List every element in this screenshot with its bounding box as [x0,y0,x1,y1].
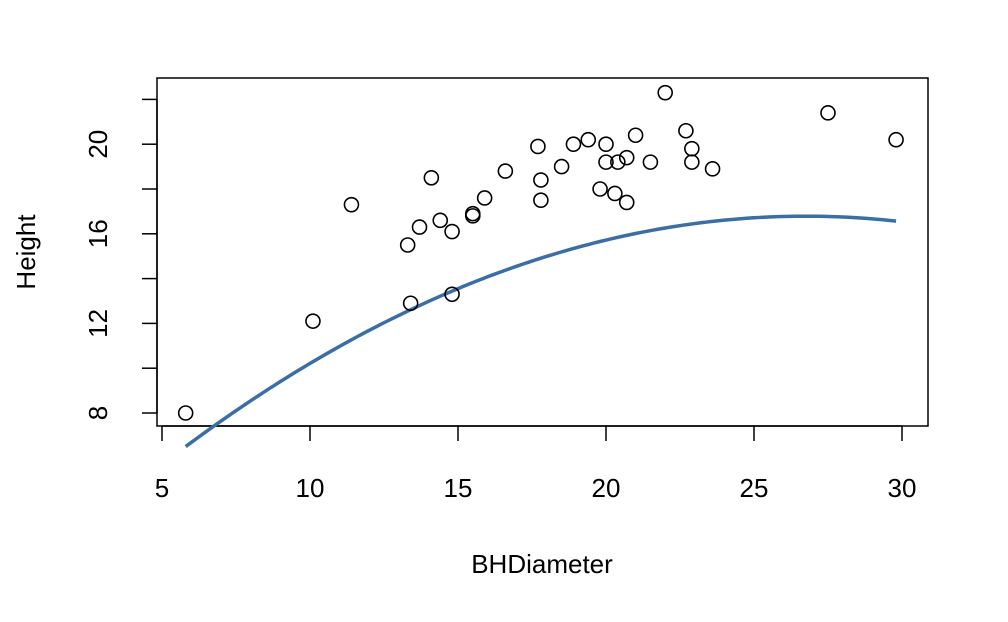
data-point [444,286,460,303]
data-point [610,154,626,170]
data-point [402,295,419,312]
data-point [580,131,597,148]
x-axis: 5 10 15 20 25 30 [155,425,917,503]
data-point [618,194,635,211]
x-tick-label: 10 [296,473,325,503]
data-point [704,161,721,177]
data-point [497,163,514,179]
data-point [305,313,321,329]
data-point [678,122,694,139]
x-tick-label: 20 [592,473,621,503]
fit-curve [184,214,897,448]
data-point [820,105,836,121]
data-point [598,136,614,152]
data-point [411,219,428,235]
data-point [399,237,416,253]
data-point [627,127,644,144]
data-points [177,84,904,421]
plot-frame [156,77,929,427]
data-point [618,149,635,166]
data-point [432,212,449,229]
data-point [343,196,360,213]
x-tick-label: 15 [444,473,473,503]
x-tick-label: 5 [155,473,169,503]
data-point [607,185,623,202]
y-tick-label: 8 [83,406,113,420]
data-point [533,172,549,188]
y-axis: 8 12 16 20 [83,98,158,420]
data-point [657,84,674,101]
data-point [423,170,440,186]
data-point [642,154,659,170]
data-point [888,131,904,148]
data-point [565,136,582,152]
x-tick-label: 30 [888,473,917,503]
data-point [553,158,570,175]
x-tick-label: 25 [740,473,769,503]
x-axis-title: BHDiameter [471,549,613,579]
data-point [684,154,700,170]
y-tick-label: 12 [83,309,113,338]
data-point [464,205,481,222]
data-point [684,140,700,157]
y-tick-label: 20 [83,130,113,159]
data-point [533,192,549,208]
data-point [177,405,194,421]
data-point [530,138,546,155]
data-point [444,223,460,240]
data-point [476,190,493,206]
y-axis-title: Height [11,214,41,290]
y-tick-label: 16 [83,219,113,248]
data-point [598,154,614,170]
data-point [592,181,608,197]
